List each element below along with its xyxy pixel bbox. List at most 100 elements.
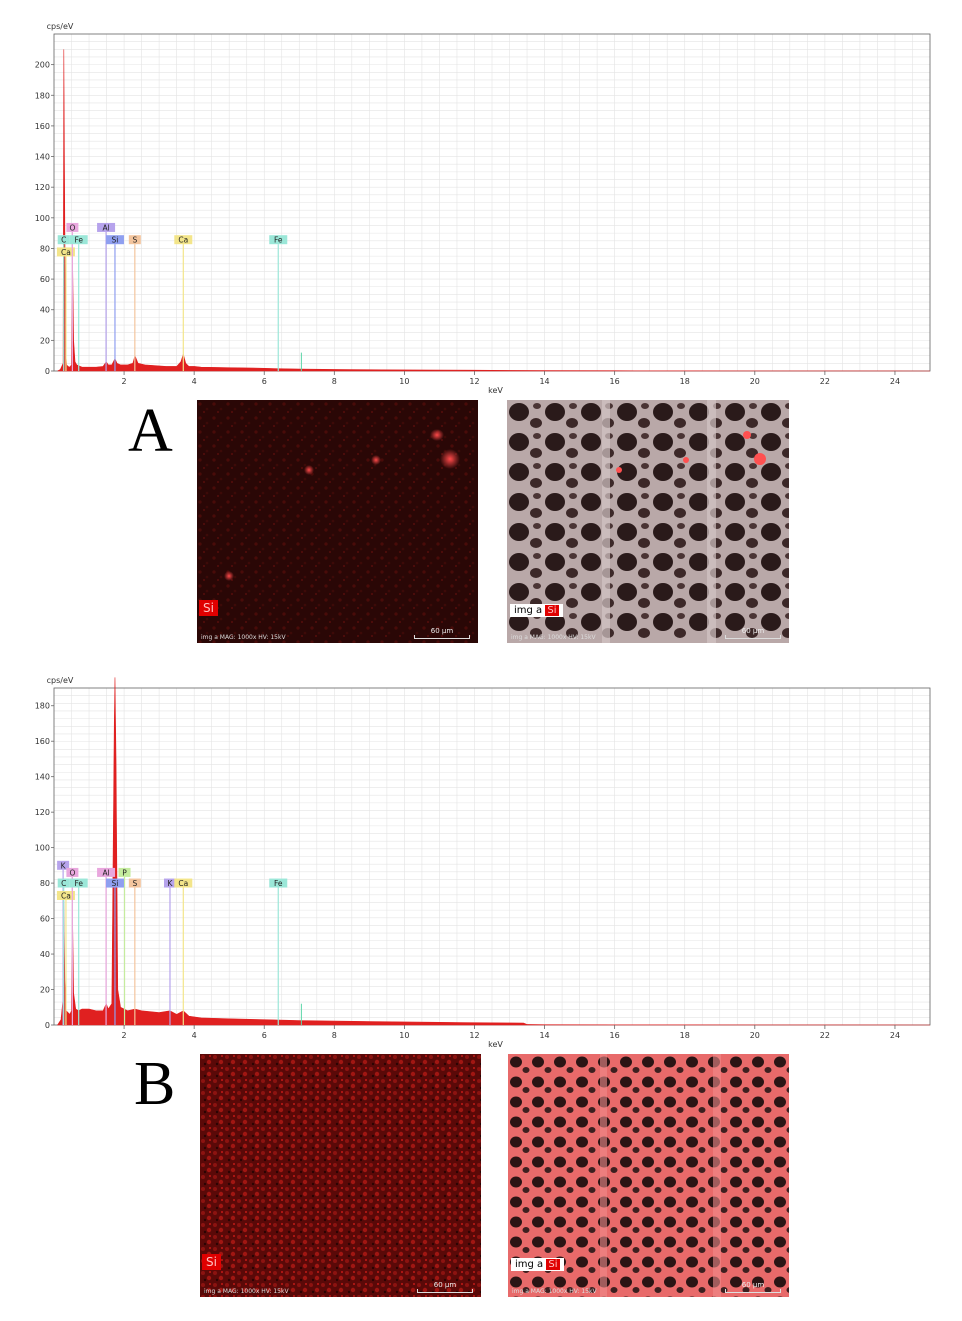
sem-overlay-map-a: img a Si img a MAG: 1000x HV: 15kV 60 µm [507, 400, 789, 643]
x-tick-label-b-1: 4 [192, 1031, 197, 1040]
element-tag-a-0 [57, 235, 70, 245]
map-caption-b1: img a MAG: 1000x HV: 15kV [204, 1288, 289, 1295]
x-tick-label-a-4: 10 [399, 377, 409, 386]
sem-texture-a [507, 400, 789, 643]
map-caption-a2: img a MAG: 1000x HV: 15kV [511, 634, 596, 641]
x-tick-label-b-6: 14 [539, 1031, 549, 1040]
x-tick-label-a-8: 18 [680, 377, 690, 386]
y-tick-label-a-6: 120 [35, 183, 50, 192]
element-tag-b-11 [269, 878, 288, 888]
img-label-a-text: img a [514, 605, 543, 616]
element-tag-a-6 [128, 235, 141, 245]
x-tick-label-b-3: 8 [332, 1031, 337, 1040]
scale-label-b2: 60 µm [741, 1281, 765, 1289]
scale-line-a2 [725, 635, 781, 639]
element-label-b-4: Fe [74, 879, 83, 888]
x-tick-label-b-10: 22 [820, 1031, 830, 1040]
element-tag-a-8 [269, 235, 288, 245]
x-axis-label-b: keV [488, 1040, 503, 1049]
element-label-b-5: Al [102, 868, 109, 877]
element-label-b-10: Ca [178, 879, 188, 888]
sem-texture-b [508, 1054, 789, 1297]
x-tick-label-a-6: 14 [539, 377, 549, 386]
y-tick-label-a-8: 160 [35, 122, 50, 131]
element-label-b-11: Fe [274, 879, 283, 888]
scale-bar-b1: 60 µm [417, 1281, 473, 1293]
element-tag-b-8 [128, 878, 141, 888]
panel-letter-b: B [134, 1050, 176, 1118]
x-axis-label-a: keV [488, 386, 503, 395]
scale-bar-a2: 60 µm [725, 627, 781, 639]
img-si-badge-a: Si [545, 605, 559, 616]
y-tick-label-b-2: 40 [40, 950, 50, 959]
si-map-texture-a [197, 400, 478, 643]
element-label-a-2: O [69, 223, 75, 232]
x-tick-label-b-5: 12 [469, 1031, 479, 1040]
element-label-a-0: C [61, 236, 66, 245]
y-tick-label-b-1: 20 [40, 986, 50, 995]
map-caption-a1: img a MAG: 1000x HV: 15kV [201, 634, 286, 641]
element-label-b-8: S [132, 879, 137, 888]
y-tick-label-b-4: 80 [40, 879, 50, 888]
map-caption-b2: img a MAG: 1000x HV: 15kV [512, 1288, 597, 1295]
element-tag-b-2 [56, 890, 75, 900]
spectrum-area-b [56, 677, 931, 1026]
x-tick-label-a-9: 20 [750, 377, 760, 386]
y-tick-label-a-4: 80 [40, 244, 50, 253]
x-tick-label-b-9: 20 [750, 1031, 760, 1040]
y-tick-label-b-3: 60 [40, 915, 50, 924]
si-element-map-b: Si img a MAG: 1000x HV: 15kV 60 µm [200, 1054, 481, 1297]
si-element-map-a: Si img a MAG: 1000x HV: 15kV 60 µm [197, 400, 478, 643]
x-tick-label-b-0: 2 [122, 1031, 127, 1040]
element-label-b-7: Si [112, 879, 119, 888]
sem-overlay-map-b: img a Si img a MAG: 1000x HV: 15kV 60 µm [508, 1054, 789, 1297]
y-tick-label-a-3: 60 [40, 275, 50, 284]
element-tag-b-7 [105, 878, 124, 888]
x-tick-label-b-11: 24 [890, 1031, 900, 1040]
element-label-b-2: Ca [61, 891, 71, 900]
scale-line-b1 [417, 1289, 473, 1293]
element-tag-a-1 [56, 247, 75, 257]
element-tag-b-0 [57, 860, 70, 870]
element-tag-b-1 [57, 878, 70, 888]
y-tick-label-a-5: 100 [35, 214, 50, 223]
y-tick-label-a-7: 140 [35, 153, 50, 162]
img-label-b-text: img a [515, 1259, 544, 1270]
x-tick-label-a-1: 4 [192, 377, 197, 386]
element-tag-b-6 [118, 867, 131, 877]
x-tick-label-a-7: 16 [610, 377, 620, 386]
element-tag-b-5 [97, 867, 116, 877]
element-label-a-5: Si [112, 236, 119, 245]
x-tick-label-a-5: 12 [469, 377, 479, 386]
element-label-a-3: Fe [74, 236, 83, 245]
y-tick-label-a-10: 200 [35, 61, 50, 70]
y-axis-label-a: cps/eV [47, 22, 74, 31]
element-tag-b-3 [66, 867, 79, 877]
element-tag-a-3 [69, 235, 88, 245]
element-label-a-4: Al [102, 223, 109, 232]
img-label-a: img a Si [510, 604, 563, 617]
si-badge-a: Si [199, 600, 218, 616]
x-tick-label-a-2: 6 [262, 377, 267, 386]
x-tick-label-a-11: 24 [890, 377, 900, 386]
scale-line-b2 [725, 1289, 781, 1293]
y-tick-label-b-9: 180 [35, 702, 50, 711]
element-tag-a-2 [66, 222, 79, 232]
x-tick-label-a-10: 22 [820, 377, 830, 386]
element-label-b-1: C [61, 879, 66, 888]
img-si-badge-b: Si [546, 1259, 560, 1270]
element-tag-b-10 [174, 878, 193, 888]
scale-line-a1 [414, 635, 470, 639]
element-tag-b-9 [163, 878, 176, 888]
x-tick-label-b-2: 6 [262, 1031, 267, 1040]
scale-bar-a1: 60 µm [414, 627, 470, 639]
element-label-a-1: Ca [61, 248, 71, 257]
spectrum-area-a [57, 49, 931, 372]
x-tick-label-a-0: 2 [122, 377, 127, 386]
scale-label-a2: 60 µm [741, 627, 765, 635]
scale-bar-b2: 60 µm [725, 1281, 781, 1293]
y-tick-label-b-0: 0 [45, 1021, 50, 1030]
element-tag-a-7 [174, 235, 193, 245]
x-tick-label-a-3: 8 [332, 377, 337, 386]
y-tick-label-b-7: 140 [35, 773, 50, 782]
